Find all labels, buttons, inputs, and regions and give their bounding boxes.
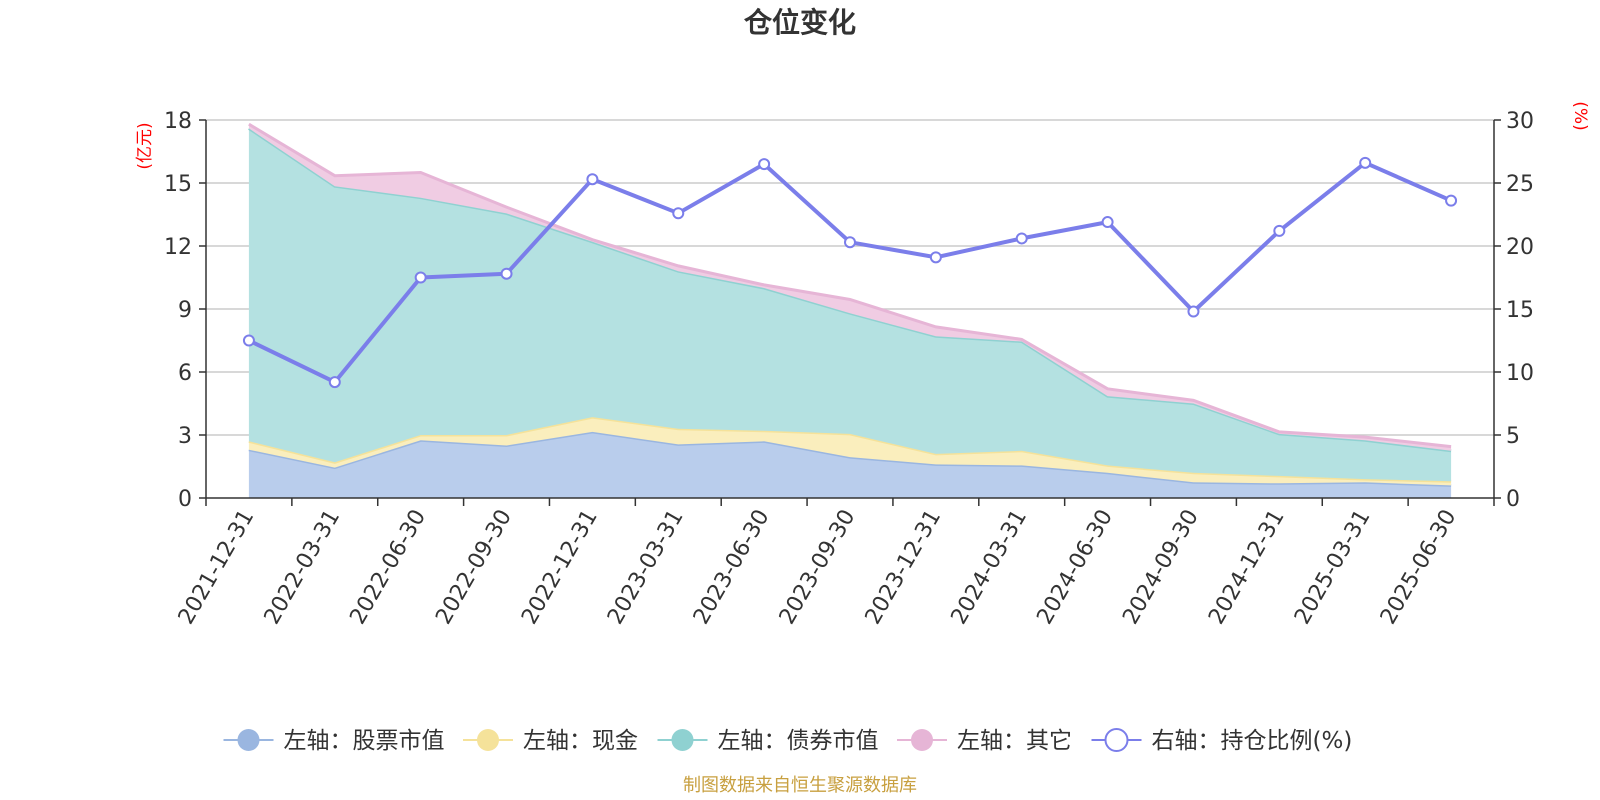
ratio-line-point xyxy=(242,334,255,347)
ratio-line-point xyxy=(672,207,685,220)
ratio-line-point xyxy=(586,173,599,186)
ratio-line-point xyxy=(844,236,856,249)
ratio-line-point xyxy=(929,251,942,264)
right-axis-tick-label: 5 xyxy=(1506,424,1520,449)
left-axis-tick-label: 9 xyxy=(178,298,192,323)
x-axis-tick-label: 2025-06-30 xyxy=(1376,506,1462,629)
legend-label: 左轴：其它 xyxy=(957,728,1072,754)
right-axis-tick-label: 0 xyxy=(1506,487,1520,512)
legend-item: 右轴：持仓比例(%) xyxy=(1091,728,1353,754)
legend-label: 左轴：股票市值 xyxy=(284,728,445,754)
x-axis-tick-label: 2022-03-31 xyxy=(260,506,346,629)
legend-item: 左轴：现金 xyxy=(463,728,638,754)
x-axis-tick-label: 2023-03-31 xyxy=(603,506,689,629)
chart-title: 仓位变化 xyxy=(744,6,856,39)
area-fill xyxy=(248,417,1452,486)
area-fill xyxy=(248,128,1452,482)
left-axis-tick-label: 6 xyxy=(178,361,192,386)
right-axis-tick-label: 10 xyxy=(1506,361,1534,386)
legend-item: 左轴：债券市值 xyxy=(657,728,879,754)
ratio-line-point xyxy=(1187,305,1200,318)
x-axis-tick-label: 2021-12-31 xyxy=(174,506,260,629)
x-axis-tick-label: 2024-06-30 xyxy=(1032,506,1118,629)
legend-item: 左轴：其它 xyxy=(897,728,1072,754)
right-axis-tick-label: 20 xyxy=(1506,235,1534,260)
x-axis-tick-label: 2024-12-31 xyxy=(1204,506,1290,629)
x-axis-tick-label: 2025-03-31 xyxy=(1290,506,1376,629)
ratio-line-point xyxy=(1273,224,1286,237)
source-note: 制图数据来自恒生聚源数据库 xyxy=(683,775,917,796)
ratio-line-point xyxy=(1445,194,1458,207)
x-axis-tick-label: 2022-06-30 xyxy=(345,505,431,628)
x-axis-tick-label: 2022-09-30 xyxy=(431,506,517,629)
x-axis-tick-label: 2023-12-31 xyxy=(861,506,947,629)
x-axis-tick-label: 2023-09-30 xyxy=(775,506,861,629)
ratio-line-point xyxy=(414,271,427,284)
right-axis-tick-label: 30 xyxy=(1506,109,1534,134)
legend-label: 左轴：债券市值 xyxy=(718,728,879,754)
ratio-line-point xyxy=(328,376,341,389)
ratio-line-point xyxy=(1359,156,1372,169)
left-axis-tick-label: 18 xyxy=(164,109,192,134)
x-axis-tick-label: 2024-03-31 xyxy=(947,506,1033,629)
legend-swatch-marker xyxy=(911,729,933,751)
x-axis-tick-label: 2022-12-31 xyxy=(517,506,603,629)
left-axis-tick-label: 0 xyxy=(178,487,192,512)
legend-swatch-marker xyxy=(477,729,499,751)
legend-swatch-marker xyxy=(237,729,260,751)
area-fill xyxy=(248,431,1452,498)
right-axis-tick-label: 15 xyxy=(1506,298,1534,323)
ratio-line-point xyxy=(1101,216,1114,229)
legend-label: 右轴：持仓比例(%) xyxy=(1152,728,1353,754)
ratio-line-series xyxy=(242,156,1458,389)
x-axis-tick-label: 2023-06-30 xyxy=(689,506,775,629)
legend-swatch-marker xyxy=(1104,728,1129,752)
legend-swatch-marker xyxy=(671,729,694,751)
left-axis-tick-label: 3 xyxy=(178,424,192,449)
x-axis-tick-label: 2024-09-30 xyxy=(1118,506,1204,629)
ratio-line-point xyxy=(758,158,771,171)
legend-item: 左轴：股票市值 xyxy=(223,728,445,754)
right-axis-unit-label: (%) xyxy=(1570,101,1590,130)
ratio-line-point xyxy=(500,267,513,280)
left-axis-tick-label: 15 xyxy=(164,172,192,197)
right-axis-tick-label: 25 xyxy=(1506,172,1534,197)
legend-label: 左轴：现金 xyxy=(523,728,638,754)
ratio-line-point xyxy=(1015,232,1028,245)
area-edge-line xyxy=(248,122,1452,449)
legend: 左轴：股票市值 左轴：现金 左轴：债券市值 左轴：其它 右轴：持仓比例(%) xyxy=(223,728,1353,754)
left-axis-tick-label: 12 xyxy=(164,235,192,260)
left-axis-unit-label: (亿元) xyxy=(135,122,155,169)
stacked-areas xyxy=(248,122,1452,498)
